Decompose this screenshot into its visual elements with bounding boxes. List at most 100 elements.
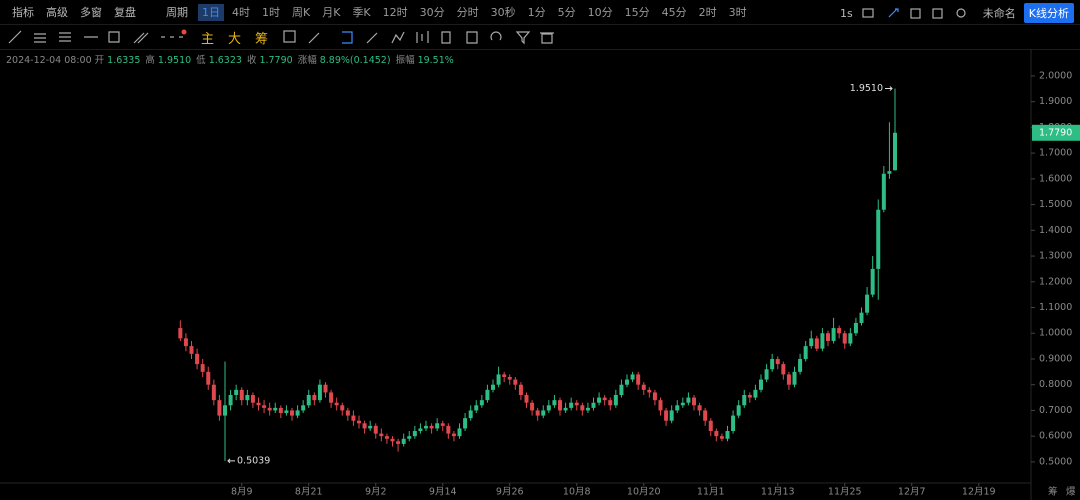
- low-arrow: [227, 458, 236, 464]
- candle-body: [440, 423, 445, 426]
- candle-body: [446, 425, 451, 434]
- period-option[interactable]: 分时: [456, 6, 479, 19]
- period-option[interactable]: 季K: [352, 6, 371, 19]
- candle-body: [273, 407, 278, 411]
- period-option[interactable]: 1日: [198, 4, 224, 21]
- candle-body: [652, 392, 657, 401]
- candle-body: [195, 353, 200, 365]
- candle-body: [312, 394, 317, 401]
- main-tool[interactable]: 大: [228, 31, 242, 47]
- period-option[interactable]: 月K: [322, 6, 341, 19]
- x-tick-label: 12月7: [898, 487, 926, 498]
- candle-body: [535, 410, 540, 416]
- candle-body: [747, 394, 752, 398]
- x-tick-label: 9月2: [365, 487, 387, 498]
- layout-name[interactable]: 未命名: [982, 7, 1016, 20]
- candle-body: [396, 441, 401, 444]
- period-option[interactable]: 1分: [527, 6, 546, 19]
- candle-body: [278, 407, 283, 414]
- candle-body: [764, 369, 769, 380]
- candle-body: [881, 173, 886, 210]
- candle-body: [301, 405, 306, 411]
- x-tick-label: 11月25: [828, 487, 862, 498]
- candle-body: [641, 384, 646, 390]
- period-option[interactable]: 15分: [624, 6, 650, 19]
- candle-body: [630, 374, 635, 380]
- candle-body: [457, 428, 462, 437]
- toolbar-button[interactable]: 复盘: [114, 6, 136, 19]
- candle-body: [809, 338, 814, 347]
- info-value: 1.6335: [107, 55, 141, 66]
- candle-body: [820, 333, 825, 349]
- candle-body: [658, 400, 663, 411]
- candle-body: [183, 338, 188, 347]
- candle-body: [636, 374, 641, 385]
- period-option[interactable]: 1时: [262, 6, 280, 19]
- candle-body: [859, 312, 864, 323]
- candle-body: [675, 405, 680, 411]
- candle-body: [608, 400, 613, 406]
- toolbar-button[interactable]: 高级: [46, 6, 68, 19]
- candle-body: [697, 405, 702, 411]
- candle-body: [401, 438, 406, 444]
- period-option[interactable]: 30秒: [490, 6, 516, 19]
- candle-body: [262, 405, 267, 408]
- y-tick-label: 1.9000: [1039, 96, 1072, 107]
- main-tool[interactable]: 主: [201, 31, 215, 47]
- last-price-label: 1.7790: [1039, 127, 1072, 138]
- candle-body: [284, 410, 289, 414]
- period-option[interactable]: 3时: [728, 6, 747, 19]
- tool-icons: [283, 30, 555, 45]
- x-tick-label: 8月21: [295, 487, 323, 498]
- candle-body: [742, 394, 747, 406]
- candle-body: [418, 428, 423, 432]
- period-option[interactable]: 周K: [292, 6, 311, 19]
- candle-body: [256, 402, 261, 406]
- candle-body: [530, 402, 535, 411]
- interval[interactable]: 1s: [840, 6, 853, 20]
- period-option[interactable]: 2时: [698, 6, 717, 19]
- info-label: 开: [94, 55, 105, 66]
- period-option[interactable]: 12时: [382, 6, 408, 19]
- candle-body: [429, 425, 434, 429]
- y-tick-label: 0.5000: [1039, 456, 1072, 467]
- period-option[interactable]: 45分: [661, 6, 687, 19]
- y-tick-label: 0.6000: [1039, 431, 1072, 442]
- period-option[interactable]: 4时: [232, 6, 250, 19]
- candle-body: [234, 389, 239, 395]
- toolbar-button[interactable]: 指标: [12, 6, 34, 19]
- candle-body: [317, 384, 322, 401]
- candle-body: [340, 405, 345, 411]
- candle-body: [719, 436, 724, 439]
- period-option[interactable]: 10分: [587, 6, 613, 19]
- candle-body: [669, 410, 674, 421]
- period-option[interactable]: 30分: [419, 6, 445, 19]
- info-value: 1.9510: [157, 55, 192, 66]
- y-tick-label: 1.3000: [1039, 251, 1072, 262]
- y-tick-label: 1.8000: [1039, 122, 1072, 133]
- main-tool[interactable]: 筹: [255, 31, 269, 47]
- info-label: 涨幅: [297, 55, 317, 66]
- toolbar-button[interactable]: 多窗: [80, 6, 102, 19]
- y-tick-label: 0.7000: [1039, 405, 1072, 416]
- candle-body: [803, 346, 808, 359]
- candle-body: [390, 438, 395, 442]
- candle-body: [597, 397, 602, 403]
- candle-body: [853, 322, 858, 334]
- candle-body: [384, 436, 389, 439]
- candle-body: [368, 425, 373, 429]
- candle-body: [357, 420, 362, 424]
- analysis-button[interactable]: K线分析: [1023, 3, 1074, 23]
- candle-body: [546, 405, 551, 411]
- candle-body: [714, 431, 719, 437]
- candle-body: [329, 392, 334, 403]
- info-label: 低: [196, 55, 206, 66]
- candle-body: [211, 384, 216, 401]
- icons: [862, 8, 966, 19]
- candle-body: [479, 400, 484, 406]
- candle-body: [217, 400, 222, 416]
- high-label: 1.9510: [850, 83, 883, 94]
- period-menu[interactable]: 周期: [166, 6, 188, 19]
- period-option[interactable]: 5分: [557, 6, 576, 19]
- candle-body: [759, 379, 764, 390]
